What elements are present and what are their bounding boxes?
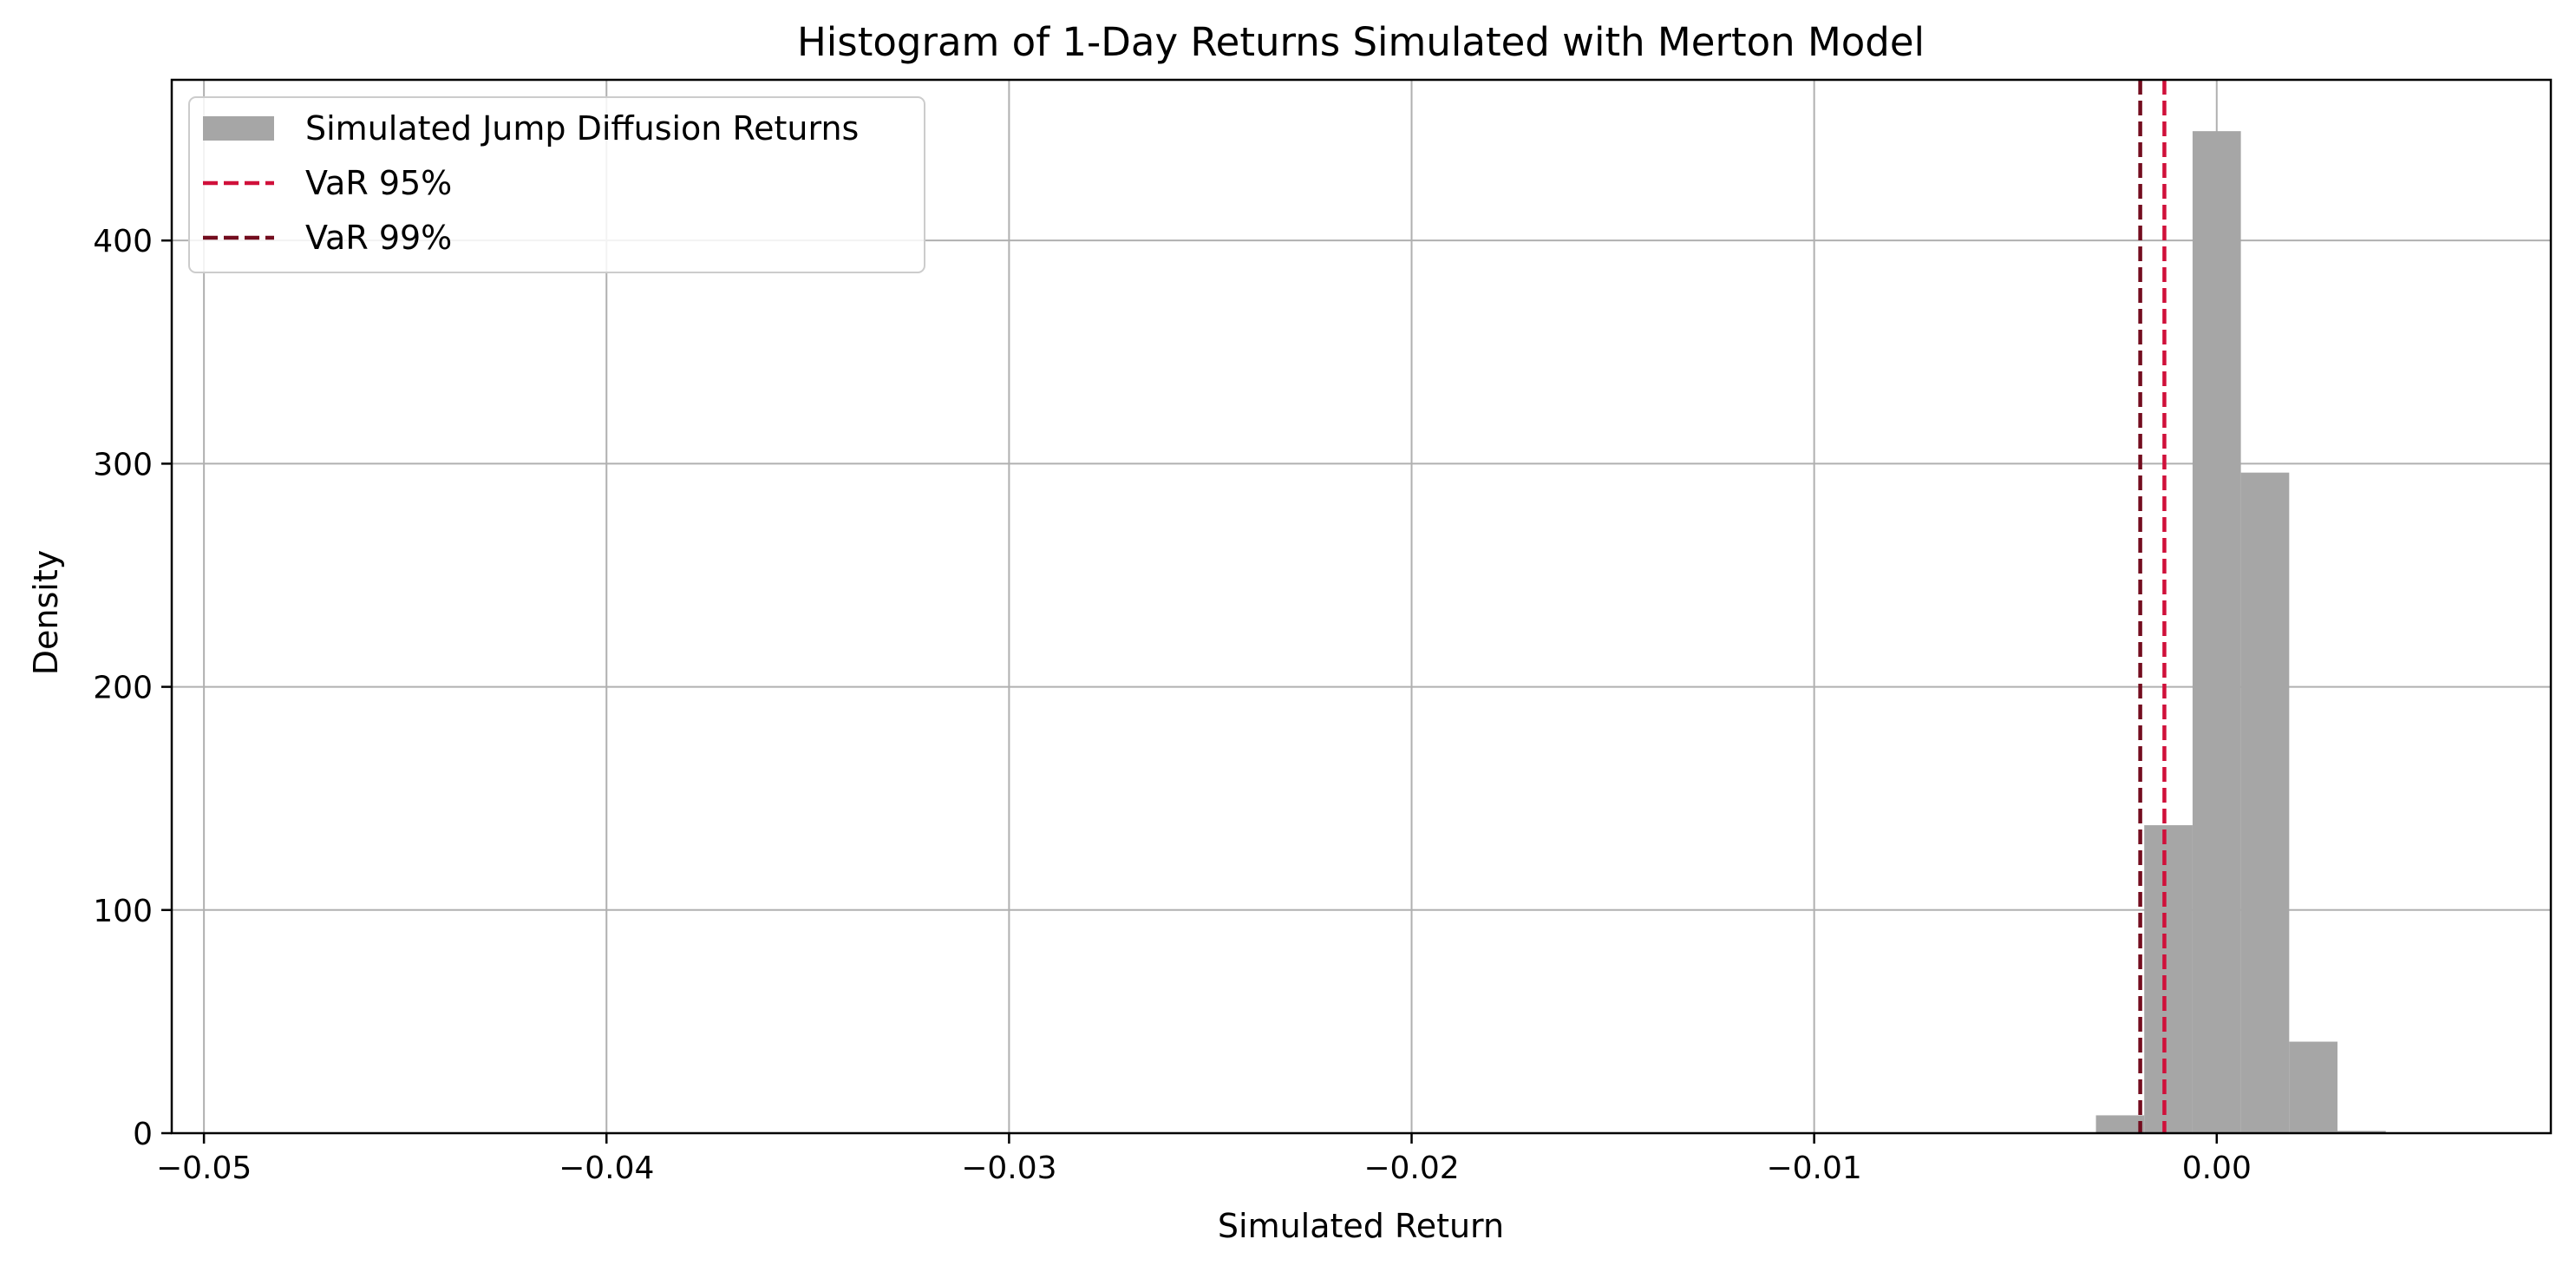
legend: Simulated Jump Diffusion Returns VaR 95% V…	[188, 96, 925, 273]
x-axis-label: Simulated Return	[1218, 1207, 1504, 1245]
legend-swatch-histogram	[203, 116, 274, 141]
histogram-bars	[2095, 131, 2386, 1134]
legend-label: VaR 99%	[305, 219, 452, 257]
y-axis-label: Density	[27, 550, 65, 675]
x-tick-label: −0.04	[559, 1151, 654, 1186]
chart-title: Histogram of 1-Day Returns Simulated wit…	[797, 19, 1925, 65]
y-tick-label: 0	[133, 1117, 153, 1152]
histogram-bar	[2192, 131, 2241, 1134]
legend-label: VaR 95%	[305, 164, 452, 202]
plot-frame	[170, 78, 2553, 1135]
x-tick-label: −0.05	[156, 1151, 252, 1186]
var-lines	[2138, 80, 2167, 1133]
legend-label: Simulated Jump Diffusion Returns	[305, 109, 859, 148]
y-tick-label: 100	[93, 894, 153, 929]
y-tick-label: 200	[93, 671, 153, 706]
axis-ticks: −0.05 −0.04 −0.03 −0.02 −0.01 0.00 0 100 200 300 4…	[93, 224, 2252, 1186]
histogram-bar	[2240, 472, 2290, 1133]
histogram-bar	[2095, 1115, 2145, 1133]
histogram-bar	[2337, 1131, 2386, 1133]
x-tick-label: −0.02	[1363, 1151, 1459, 1186]
legend-box	[188, 96, 925, 273]
x-tick-label: 0.00	[2182, 1151, 2252, 1186]
histogram-bar	[2289, 1041, 2338, 1133]
x-tick-label: −0.01	[1766, 1151, 1861, 1186]
histogram-bar	[2144, 825, 2193, 1133]
y-tick-label: 400	[93, 224, 153, 259]
x-tick-label: −0.03	[961, 1151, 1056, 1186]
y-tick-label: 300	[93, 447, 153, 482]
